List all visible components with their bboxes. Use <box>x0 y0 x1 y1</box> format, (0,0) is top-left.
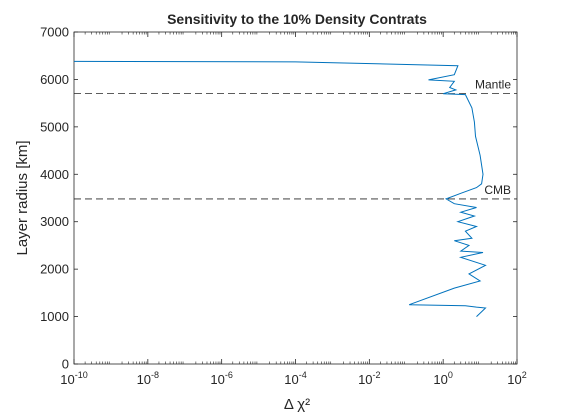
y-tick-label: 5000 <box>40 119 69 134</box>
y-tick-label: 3000 <box>40 214 69 229</box>
y-axis-label: Layer radius [km] <box>14 140 31 255</box>
y-tick-label: 4000 <box>40 167 69 182</box>
x-tick-label: 10-6 <box>210 370 232 387</box>
plot-frame <box>73 31 518 365</box>
plot-area: 0 1000 2000 3000 4000 5000 6000 7000 10-10 10-8 10… <box>40 25 527 388</box>
y-tick-label: 2000 <box>40 262 69 277</box>
y-tick-label: 7000 <box>40 25 69 40</box>
y-tick-label: 6000 <box>40 72 69 87</box>
series-line <box>73 60 487 317</box>
y-tick-label: 1000 <box>40 309 69 324</box>
x-tick-label: 10-8 <box>137 370 159 387</box>
reference-label-mantle: Mantle <box>475 78 511 92</box>
x-tick-label: 100 <box>433 370 452 387</box>
x-tick-label: 10-4 <box>284 370 306 387</box>
x-axis-label: Δ χ² <box>284 396 310 413</box>
x-tick-label: 102 <box>507 370 526 387</box>
reference-label-cmb: CMB <box>484 183 511 197</box>
x-tick-label: 10-10 <box>60 370 87 387</box>
x-tick-label: 10-2 <box>358 370 380 387</box>
y-tick-label: 0 <box>62 357 69 372</box>
chart-title: Sensitivity to the 10% Density Contrats <box>167 11 427 27</box>
